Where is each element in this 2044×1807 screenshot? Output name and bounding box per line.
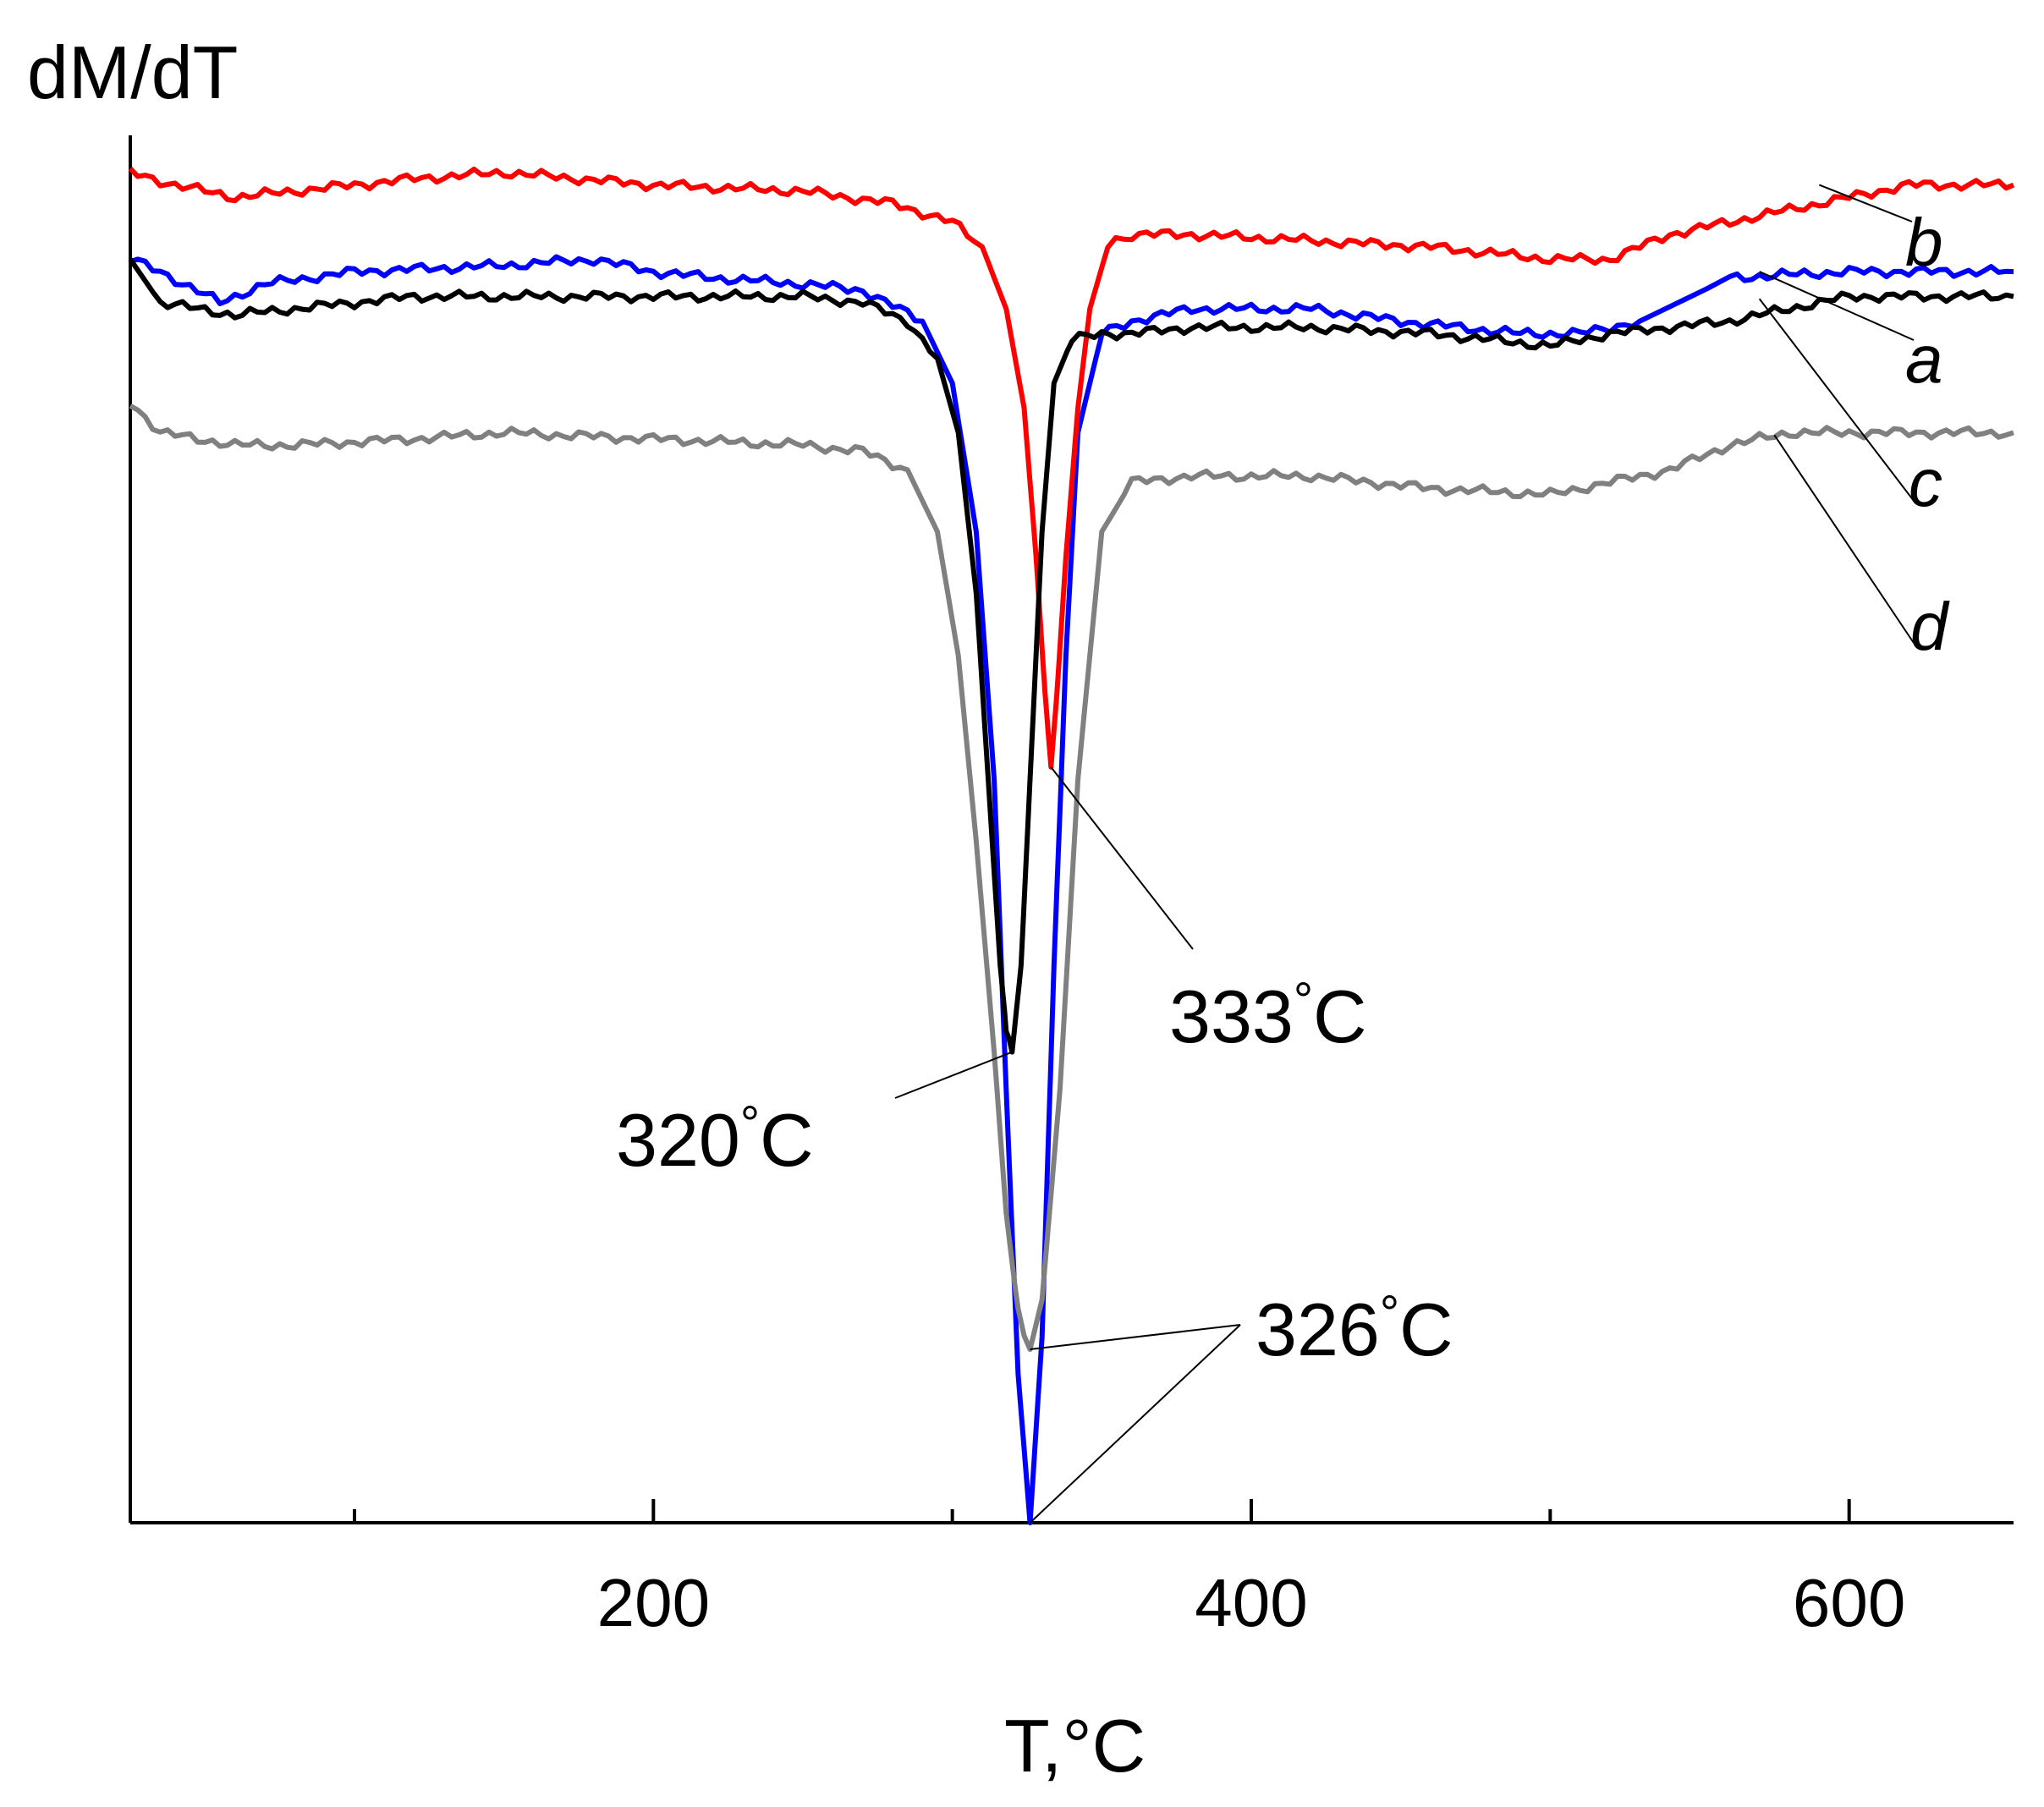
leader-326-1 — [1029, 1324, 1241, 1524]
leader-series-c — [1758, 298, 1915, 502]
series-label-b: b — [1905, 205, 1943, 280]
y-axis-label: dM/dT — [27, 30, 238, 114]
series-line-c — [128, 257, 2014, 1055]
annotation-320: 320°C — [616, 1096, 814, 1182]
series-line-a — [129, 254, 2014, 1525]
leader-326-0 — [1030, 1324, 1241, 1350]
axes — [129, 135, 2014, 1524]
x-axis-ticks — [353, 1499, 1851, 1523]
series-line-d — [129, 404, 2014, 1352]
series-label-a: a — [1905, 321, 1943, 397]
series-label-d: d — [1910, 589, 1950, 664]
series-label-c: c — [1909, 445, 1942, 520]
leader-320 — [894, 1051, 1013, 1099]
x-tick-label: 600 — [1793, 1565, 1905, 1640]
series-lines — [128, 167, 2015, 1525]
chart-text: 200 400 600 dM/dT T,°C 333°C 320°C 326°C ab cd — [27, 30, 1950, 1788]
annotation-326: 326°C — [1256, 1286, 1453, 1371]
annotation-leaders — [894, 184, 1915, 1524]
x-tick-label: 400 — [1195, 1565, 1307, 1640]
leader-series-d — [1773, 434, 1915, 644]
series-line-b — [128, 167, 2015, 770]
leader-series-b — [1818, 184, 1913, 222]
x-axis-label: T,°C — [1004, 1704, 1146, 1788]
leader-series-a — [1759, 271, 1915, 341]
leader-333 — [1050, 766, 1194, 950]
x-tick-label: 200 — [597, 1565, 710, 1640]
annotation-333: 333°C — [1169, 973, 1367, 1058]
